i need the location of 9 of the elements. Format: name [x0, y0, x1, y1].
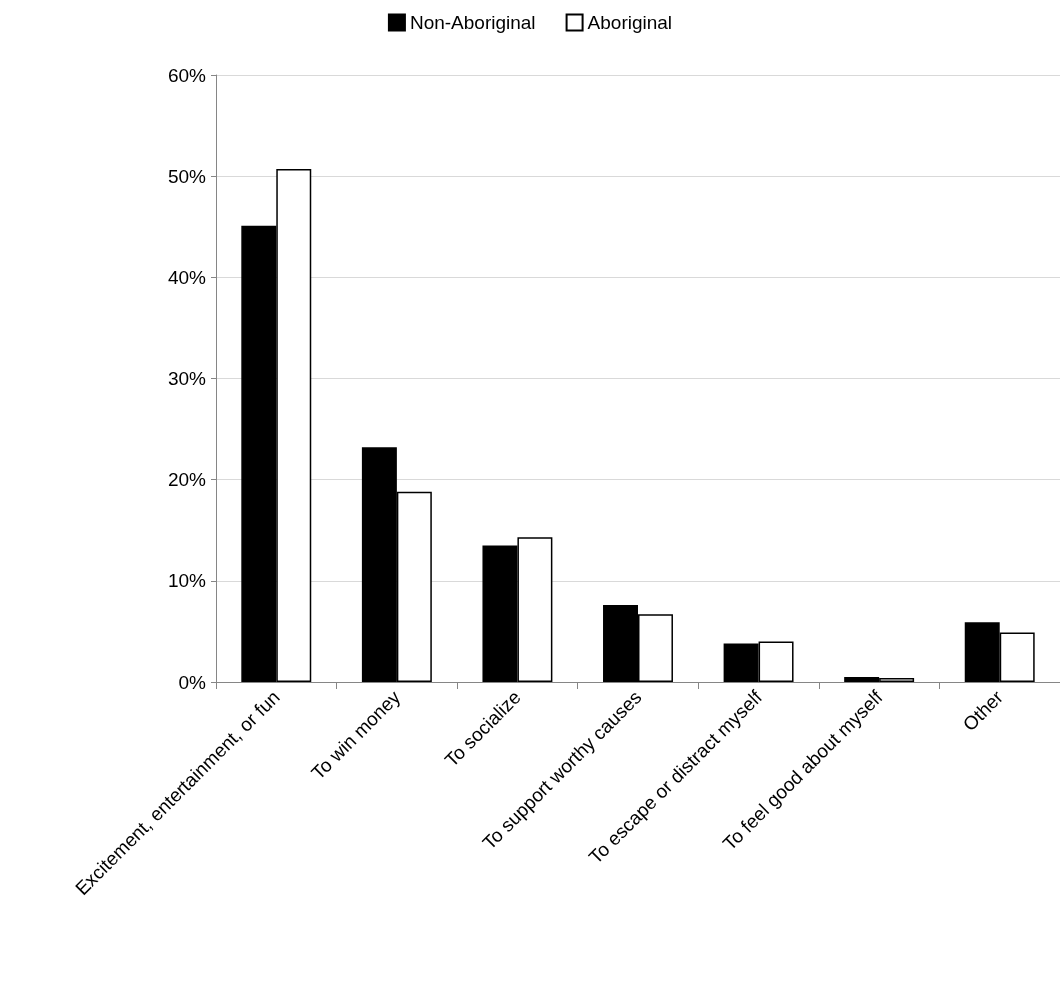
y-tick-label: 40% — [167, 266, 207, 288]
y-tick-label: 10% — [167, 570, 207, 592]
y-tick-label: 0% — [178, 671, 207, 693]
legend-label: Aboriginal — [587, 12, 673, 33]
y-tick-label: 50% — [167, 165, 207, 187]
y-tick-label: 20% — [167, 469, 207, 491]
y-tick-label: 30% — [167, 368, 207, 389]
legend-label: Non-Aboriginal — [409, 12, 536, 33]
y-tick-label: 60% — [167, 64, 207, 86]
